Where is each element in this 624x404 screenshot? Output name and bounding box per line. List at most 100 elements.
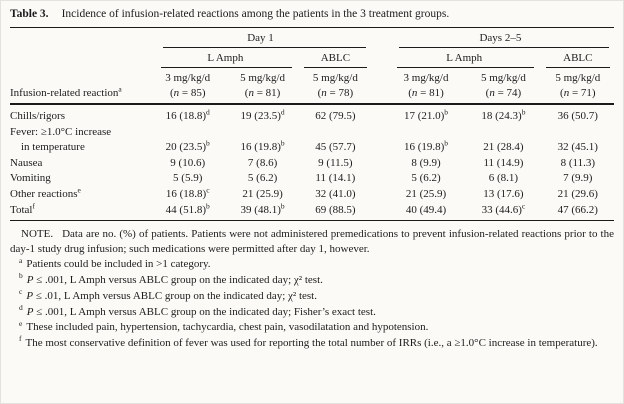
data-cell: 7 (8.6) [247,156,278,169]
table-caption: Incidence of infusion-related reactions … [61,8,450,20]
group-gap-cell [371,187,387,203]
table-note: NOTE. Data are no. (%) of patients. Patie… [10,227,614,257]
row-header-label: Infusion-related reaction [10,86,119,99]
data-cell: 19 (23.5)d [240,107,285,122]
footnote-text: The most conservative definition of feve… [25,337,598,350]
table-row-chills-rigors: Chills/rigors 16 (18.8)d 19 (23.5)d 62 (… [10,104,614,125]
data-cell: 21 (25.9) [405,187,447,200]
data-cell: 39 (48.1)b [224,202,301,222]
data-cell: 21 (25.9) [242,187,283,200]
data-cell: 5 (5.9) [173,172,203,185]
dose-label: 5 mg/kg/d [240,72,286,84]
footnote-marker: e [19,318,23,328]
data-cell: 47 (66.2) [541,202,614,222]
data-cell: 36 (50.7) [557,110,598,122]
data-cell: 16 (19.8)b [403,138,449,154]
footnote-marker: b [19,271,23,281]
group-gap-cell [371,28,387,48]
title-rule [10,27,614,28]
column-header: 5 mg/kg/d (n = 71) [541,68,614,105]
n-label: (n = 85) [169,86,206,99]
table-row-vomiting: Vomiting 5 (5.9) 5 (6.2) 11 (14.1) 5 (6.… [10,171,614,187]
data-cell: 9 (11.5) [318,156,353,169]
data-cell: 21 (29.6) [557,187,598,200]
dose-label: 5 mg/kg/d [555,72,601,84]
data-cell: 9 (10.6) [170,156,206,169]
data-cell: 69 (88.5) [300,202,371,222]
row-label: Chills/rigors [10,110,66,122]
n-label: (n = 74) [485,86,522,99]
row-label: Nausea [10,156,43,169]
data-cell: 16 (18.8)c [165,185,210,200]
footnote-text: Patients could be included in >1 categor… [26,258,211,271]
data-cell: 18 (24.3)b [481,107,526,122]
days25-lamph-label: L Amph [446,52,483,64]
day1-ablc-cell: ABLC [300,48,370,68]
table-number: Table 3. [10,8,49,20]
footnote-text: These included pain, hypertension, tachy… [26,321,429,334]
incidence-table: Day 1 Days 2–5 L Amph ABLC [10,28,614,222]
group-gap-cell [371,156,387,172]
footnote-f: f The most conservative definition of fev… [10,335,614,352]
data-cell: 16 (19.8)b [240,138,285,154]
table-row-nausea: Nausea 9 (10.6) 7 (8.6) 9 (11.5) 8 (9.9)… [10,156,614,172]
footnote-marker: d [19,302,23,312]
days25-group-cell: Days 2–5 [387,28,614,48]
day1-group-label: Day 1 [247,32,274,44]
data-cell: 8 (9.9) [411,156,441,169]
data-cell: 13 (17.6) [483,187,524,200]
data-cell: 8 (11.3) [560,156,596,169]
data-cell: 44 (51.8)b [150,202,225,222]
footnote-e: e These included pain, hypertension, tach… [10,318,614,336]
n-label: (n = 78) [317,86,354,99]
row-label: Totalf [10,202,151,222]
data-cell: 7 (9.9) [563,172,593,185]
data-cell: 32 (45.1) [557,141,598,154]
note-text: Data are no. (%) of patients. Patients w… [10,228,614,256]
column-header: 3 mg/kg/d (n = 81) [386,68,466,105]
day1-lamph-cell: L Amph [151,48,301,68]
group-gap-cell [371,104,387,125]
dose-label: 3 mg/kg/d [403,72,449,84]
row-label: Vomiting [10,172,51,185]
dose-header-row: Infusion-related reactiona 3 mg/kg/d (n … [10,68,614,105]
drug-group-row: L Amph ABLC L Amph ABLC [10,48,614,68]
days25-group-rule [398,47,609,48]
column-header: 3 mg/kg/d (n = 85) [150,68,225,105]
note-label: NOTE. [21,228,54,241]
empty-corner-cell [10,48,151,68]
data-cell: 32 (41.0) [315,187,356,200]
data-cell: 40 (49.4) [386,202,466,222]
data-cell: 17 (21.0)b [403,107,449,122]
days25-ablc-cell: ABLC [542,48,614,68]
row-label: Other reactionse [10,185,81,200]
footnote-a: a Patients could be included in >1 catego… [10,255,614,273]
row-header-footnote-marker: a [118,83,122,93]
footnote-text: ≤ .001, L Amph versus ABLC group on the … [33,273,323,286]
column-header: 5 mg/kg/d (n = 74) [465,68,542,105]
days25-lamph-cell: L Amph [387,48,542,68]
row-header-cell: Infusion-related reactiona [10,68,151,105]
table-title: Table 3. Incidence of infusion-related re… [10,7,614,22]
empty-corner-cell [10,28,151,48]
row-label: Fever: ≥1.0°C increase in temperature [10,125,112,154]
column-header: 5 mg/kg/d (n = 81) [224,68,301,105]
footnote-text: ≤ .01, L Amph versus ABLC group on the i… [33,289,317,302]
dose-label: 5 mg/kg/d [312,72,358,84]
data-cell: 5 (6.2) [411,172,441,185]
data-cell: 6 (8.1) [488,172,519,185]
day1-lamph-label: L Amph [207,52,244,64]
footnote-marker: a [19,255,23,265]
data-cell: 21 (28.4) [483,141,524,154]
group-gap-cell [370,202,387,222]
days25-lamph-rule [396,67,534,68]
days25-ablc-label: ABLC [563,52,593,64]
column-header: 5 mg/kg/d (n = 78) [300,68,371,105]
day1-group-rule [162,47,366,48]
n-label: (n = 71) [560,86,596,99]
table-row-fever: Fever: ≥1.0°C increase in temperature 20… [10,125,614,156]
group-gap-cell [370,68,387,105]
